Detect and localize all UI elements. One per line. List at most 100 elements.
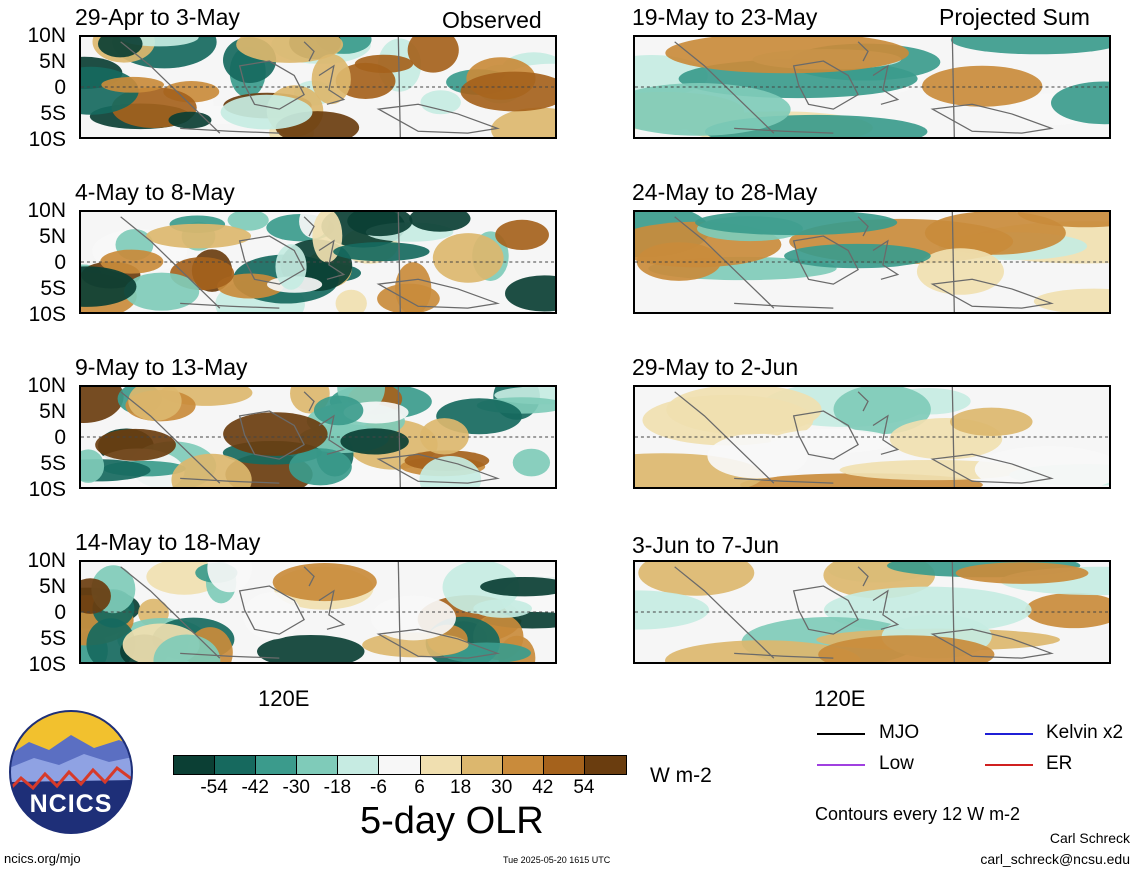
coastline xyxy=(180,477,280,484)
coastline xyxy=(238,585,305,635)
olr-anomaly-blob xyxy=(236,37,344,63)
olr-anomaly-blob xyxy=(473,599,532,618)
olr-anomaly-blob xyxy=(665,640,861,662)
coastline xyxy=(857,41,869,62)
panel-title-obs-4: 14-May to 18-May xyxy=(75,529,261,555)
lat-label: 5S xyxy=(40,627,66,650)
olr-anomaly-blob xyxy=(217,273,284,299)
olr-anomaly-blob xyxy=(432,233,504,283)
coastline xyxy=(180,127,280,134)
panel-title-obs-3: 9-May to 13-May xyxy=(75,354,248,380)
lat-label: 5N xyxy=(39,50,66,73)
coastline xyxy=(120,216,221,309)
olr-anomaly-blob xyxy=(95,428,176,461)
olr-anomaly-blob xyxy=(707,433,808,479)
colorbar-swatch xyxy=(502,756,544,774)
colorbar-swatch xyxy=(543,756,585,774)
olr-anomaly-blob xyxy=(313,395,364,426)
coastline xyxy=(120,41,221,134)
colorbar-tick-label: 54 xyxy=(573,777,595,798)
olr-anomaly-blob xyxy=(347,212,413,237)
coastline xyxy=(674,391,775,484)
olr-anomaly-blob xyxy=(257,634,365,662)
coastline xyxy=(376,278,500,309)
panel-title-proj-2: 24-May to 28-May xyxy=(632,179,818,205)
olr-anomaly-blob xyxy=(950,37,1109,55)
coastline xyxy=(376,453,500,484)
lat-label: 10S xyxy=(28,303,66,326)
footer-email[interactable]: carl_schreck@ncsu.edu xyxy=(980,851,1130,867)
olr-anomaly-blob xyxy=(833,387,931,435)
footer-url[interactable]: ncics.org/mjo xyxy=(4,851,81,866)
olr-anomaly-blob xyxy=(288,448,352,486)
coastline xyxy=(792,585,859,635)
colorbar-tick-label: -42 xyxy=(241,777,269,798)
olr-anomaly-blob xyxy=(335,289,367,312)
lat-label: 0 xyxy=(54,601,66,624)
coastline xyxy=(303,41,315,62)
colorbar-swatch xyxy=(461,756,503,774)
coastline xyxy=(376,103,500,134)
olr-anomaly-blob xyxy=(495,219,549,250)
olr-anomaly-blob xyxy=(81,449,105,483)
olr-anomaly-blob xyxy=(220,94,313,130)
coastline xyxy=(238,235,305,285)
coastline xyxy=(303,391,315,412)
coastline xyxy=(872,64,900,105)
olr-anomaly-blob xyxy=(223,412,328,456)
colorbar-swatch xyxy=(584,756,626,774)
olr-map-proj-3 xyxy=(633,385,1111,489)
lat-label: 10N xyxy=(27,374,66,397)
lat-label: 10N xyxy=(27,24,66,47)
olr-anomaly-blob xyxy=(370,595,456,641)
legend-er-line xyxy=(985,764,1033,766)
coastline xyxy=(318,589,346,630)
lat-label: 5S xyxy=(40,102,66,125)
olr-anomaly-blob xyxy=(407,37,459,73)
olr-anomaly-blob xyxy=(275,244,307,290)
olr-anomaly-blob xyxy=(168,111,212,129)
olr-anomaly-blob xyxy=(1051,81,1109,125)
lat-label: 10N xyxy=(27,549,66,572)
coastline xyxy=(238,410,305,460)
lon-label-right: 120E xyxy=(814,686,866,711)
lat-label: 5S xyxy=(40,277,66,300)
coastline xyxy=(180,652,280,659)
coastline xyxy=(930,628,1054,659)
lat-label: 5N xyxy=(39,400,66,423)
olr-map-proj-4 xyxy=(633,560,1111,664)
colorbar-swatch xyxy=(256,756,298,774)
observed-header: Observed xyxy=(442,7,542,33)
olr-anomaly-blob xyxy=(921,65,1043,107)
colorbar xyxy=(173,755,627,775)
coastline xyxy=(303,566,315,587)
olr-anomaly-blob xyxy=(333,242,430,262)
coastline xyxy=(120,566,221,659)
olr-anomaly-blob xyxy=(128,387,182,422)
colorbar-swatch xyxy=(338,756,380,774)
panel-title-proj-3: 29-May to 2-Jun xyxy=(632,354,799,380)
colorbar-title: 5-day OLR xyxy=(360,800,544,842)
olr-anomaly-blob xyxy=(340,428,409,455)
lat-label: 10N xyxy=(27,199,66,222)
olr-anomaly-blob xyxy=(335,62,396,100)
olr-anomaly-blob xyxy=(505,275,555,312)
olr-anomaly-blob xyxy=(666,387,822,435)
legend-low-line xyxy=(817,764,865,766)
coastline xyxy=(857,391,869,412)
lat-label: 10S xyxy=(28,653,66,676)
coastline xyxy=(318,414,346,455)
olr-anomaly-blob xyxy=(81,387,124,424)
olr-map-proj-2 xyxy=(633,210,1111,314)
colorbar-swatch xyxy=(215,756,257,774)
footer-author: Carl Schreck xyxy=(1049,830,1130,846)
olr-anomaly-blob xyxy=(974,446,1109,487)
coastline xyxy=(857,216,869,237)
olr-anomaly-blob xyxy=(491,107,555,137)
coastline xyxy=(734,477,834,484)
legend-low-label: Low xyxy=(879,753,914,774)
colorbar-swatch xyxy=(379,756,421,774)
colorbar-tick-label: 18 xyxy=(450,777,472,798)
coastline xyxy=(792,60,859,110)
lat-label: 0 xyxy=(54,251,66,274)
